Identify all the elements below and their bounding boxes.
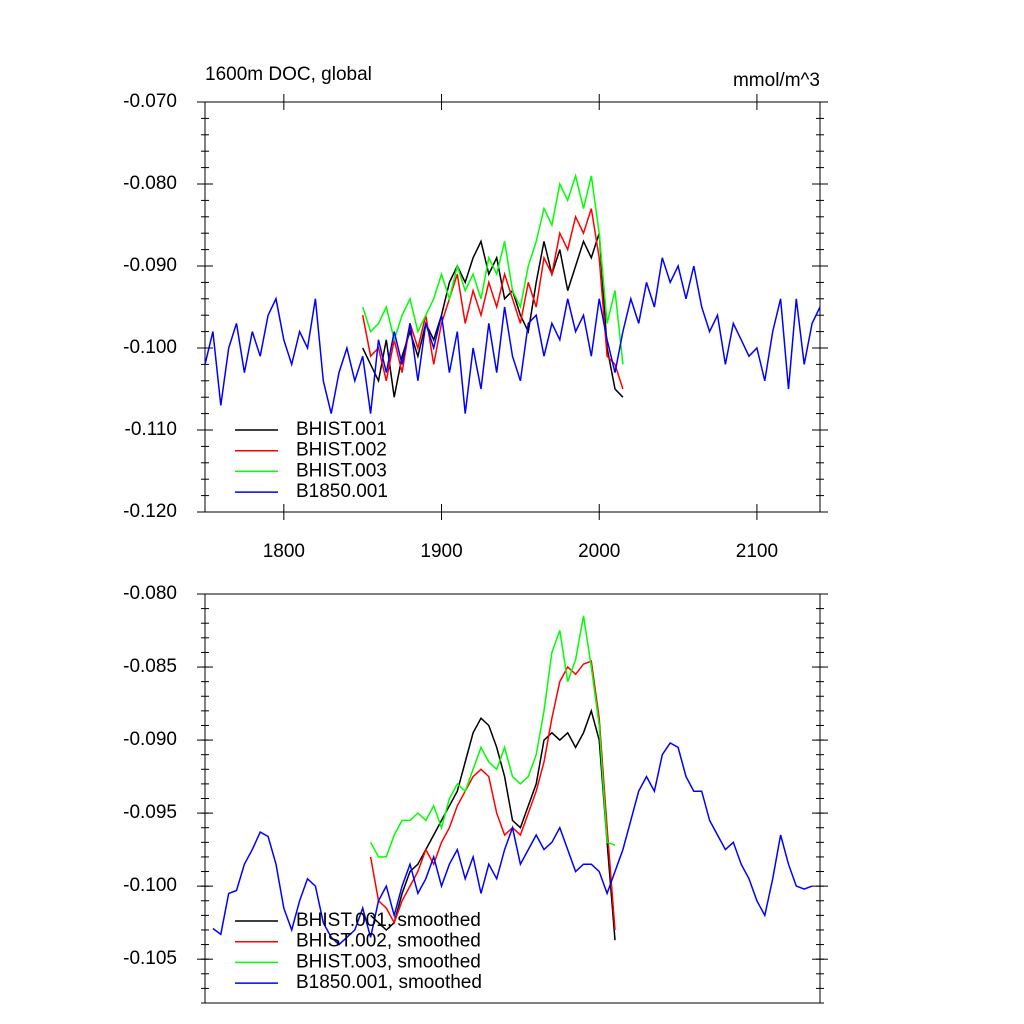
- y-tick-label: -0.070: [123, 91, 177, 112]
- legend-label: BHIST.001: [296, 419, 387, 440]
- x-tick-label: 2000: [578, 541, 620, 562]
- y-tick-label: -0.080: [123, 173, 177, 194]
- y-tick-label: -0.085: [123, 656, 177, 677]
- legend-label: BHIST.003: [296, 460, 387, 481]
- y-tick-label: -0.110: [125, 419, 177, 440]
- y-tick-label: -0.105: [123, 948, 177, 969]
- legend-label: B1850.001, smoothed: [296, 972, 482, 993]
- y-tick-label: -0.090: [123, 729, 177, 750]
- legend-label: BHIST.002, smoothed: [296, 931, 481, 952]
- y-tick-label: -0.090: [123, 255, 177, 276]
- y-tick-label: -0.080: [123, 583, 177, 604]
- data-line: [361, 173, 624, 365]
- y-tick-label: -0.100: [123, 875, 177, 896]
- data-line: [361, 208, 624, 390]
- data-line: [212, 742, 813, 946]
- y-tick-label: -0.100: [123, 337, 177, 358]
- legend-label: BHIST.003, smoothed: [296, 951, 481, 972]
- y-tick-label: -0.120: [123, 501, 177, 522]
- data-line: [369, 615, 616, 858]
- data-line: [370, 708, 616, 941]
- legend-label: BHIST.001, smoothed: [296, 910, 481, 931]
- y-tick-label: -0.095: [123, 802, 177, 823]
- x-tick-label: 1900: [420, 541, 462, 562]
- units-label: mmol/m^3: [733, 70, 820, 91]
- chart-title: 1600m DOC, global: [205, 64, 372, 85]
- data-line: [204, 257, 821, 414]
- x-tick-label: 1800: [263, 541, 305, 562]
- plot-frame: [204, 593, 821, 1004]
- x-tick-label: 2100: [736, 541, 778, 562]
- data-line: [369, 660, 616, 931]
- legend-label: BHIST.002: [296, 440, 387, 461]
- legend-label: B1850.001: [296, 481, 388, 502]
